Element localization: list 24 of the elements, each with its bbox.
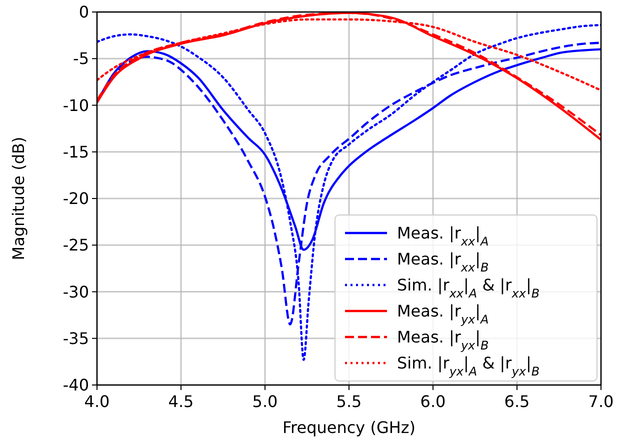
x-tick-label: 6.5 — [504, 392, 530, 411]
x-tick-label: 5.5 — [336, 392, 362, 411]
y-tick-label: -35 — [62, 328, 89, 348]
x-tick-label: 4.5 — [168, 392, 194, 411]
y-axis-title: Magnitude (dB) — [9, 136, 28, 260]
y-tick-label: -10 — [62, 96, 89, 115]
x-tick-label: 7.0 — [588, 392, 614, 411]
legend-label: Meas. |r$_{xx}$|$_{A}$ — [397, 224, 489, 249]
x-tick-label: 5.0 — [252, 392, 278, 411]
y-tick-label: -25 — [62, 236, 89, 255]
y-tick-label: 0 — [78, 2, 89, 22]
legend-label: Sim. |r$_{xx}$|$_{A}$ & |r$_{xx}$|$_{B}$ — [397, 276, 540, 301]
legend-label: Meas. |r$_{yx}$|$_{A}$ — [397, 302, 489, 327]
legend-label: Meas. |r$_{yx}$|$_{B}$ — [397, 328, 489, 353]
legend-label: Sim. |r$_{yx}$|$_{A}$ & |r$_{yx}$|$_{B}$ — [397, 354, 540, 379]
y-tick-label: -30 — [62, 282, 89, 302]
x-tick-label: 6.0 — [420, 392, 446, 411]
y-tick-label: -20 — [62, 189, 89, 208]
x-axis-title: Frequency (GHz) — [282, 418, 416, 437]
y-tick-label: -40 — [62, 376, 89, 395]
y-tick-label: -15 — [62, 142, 89, 162]
y-tick-label: -5 — [73, 49, 89, 68]
x-tick-label: 4.0 — [84, 392, 110, 411]
legend-label: Meas. |r$_{xx}$|$_{B}$ — [397, 250, 489, 275]
